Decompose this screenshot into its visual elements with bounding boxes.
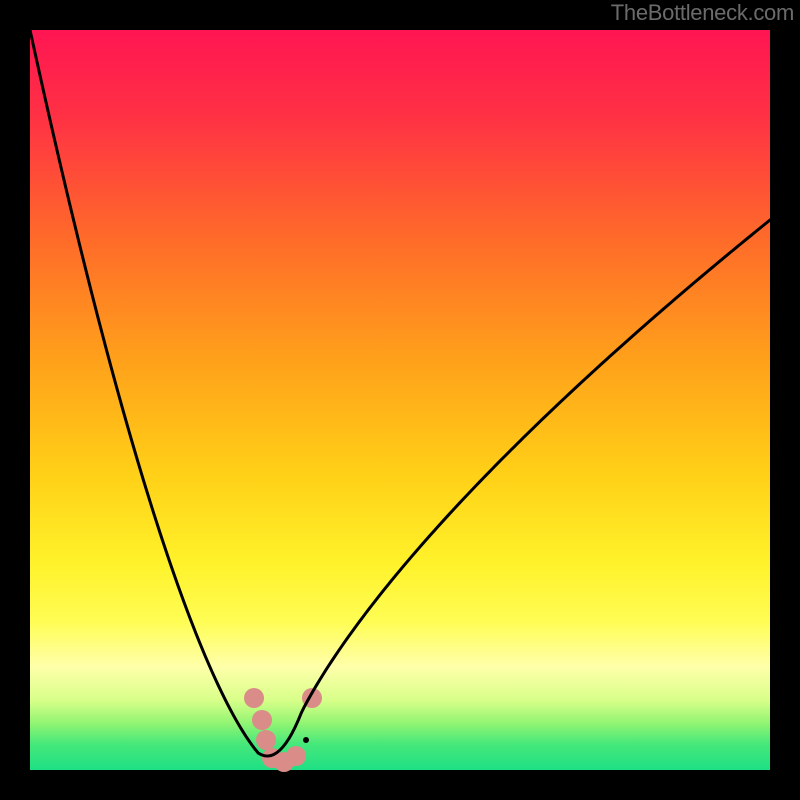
- highlight-dot: [244, 688, 264, 708]
- center-dot: [303, 737, 309, 743]
- plot-area: [30, 30, 770, 770]
- highlight-dot: [256, 730, 276, 750]
- chart-root: TheBottleneck.com: [0, 0, 800, 800]
- bottleneck-curve-chart: [0, 0, 800, 800]
- highlight-dot: [252, 710, 272, 730]
- highlight-dot: [286, 746, 306, 766]
- attribution-text: TheBottleneck.com: [611, 0, 794, 26]
